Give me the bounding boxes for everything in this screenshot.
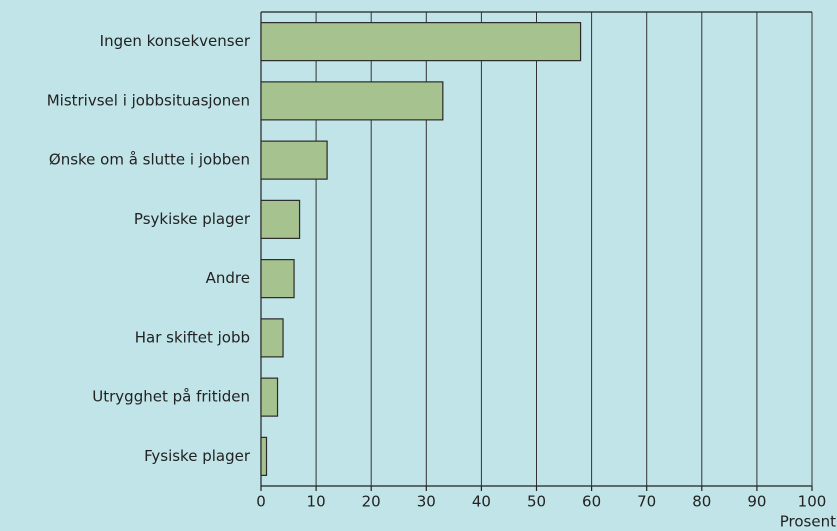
y-tick-label: Psykiske plager [134,210,251,228]
x-tick-label: 0 [256,493,266,511]
x-tick-label: 90 [747,493,766,511]
bar [260,81,444,121]
y-tick-label: Ønske om å slutte i jobben [49,151,250,169]
x-tick-label: 40 [472,493,491,511]
bar [260,377,279,417]
y-tick-label: Har skiftet jobb [135,328,250,346]
x-tick-label: 100 [798,493,827,511]
x-tick-label: 80 [692,493,711,511]
bar [260,199,301,239]
x-tick-label: 10 [307,493,326,511]
x-tick-label: 20 [362,493,381,511]
bar [260,436,268,476]
y-tick-label: Ingen konsekvenser [100,32,251,50]
bar [260,140,328,180]
x-tick-label: 70 [637,493,656,511]
y-tick-label: Andre [206,269,250,287]
x-tick-label: 30 [417,493,436,511]
bar [260,318,284,358]
y-tick-label: Utrygghet på fritiden [92,388,250,406]
bar [260,259,295,299]
bar [260,22,582,62]
y-tick-label: Fysiske plager [144,447,251,465]
y-tick-label: Mistrivsel i jobbsituasjonen [47,91,250,109]
x-axis-label: Prosent [780,513,836,531]
x-tick-label: 60 [582,493,601,511]
x-tick-label: 50 [527,493,546,511]
